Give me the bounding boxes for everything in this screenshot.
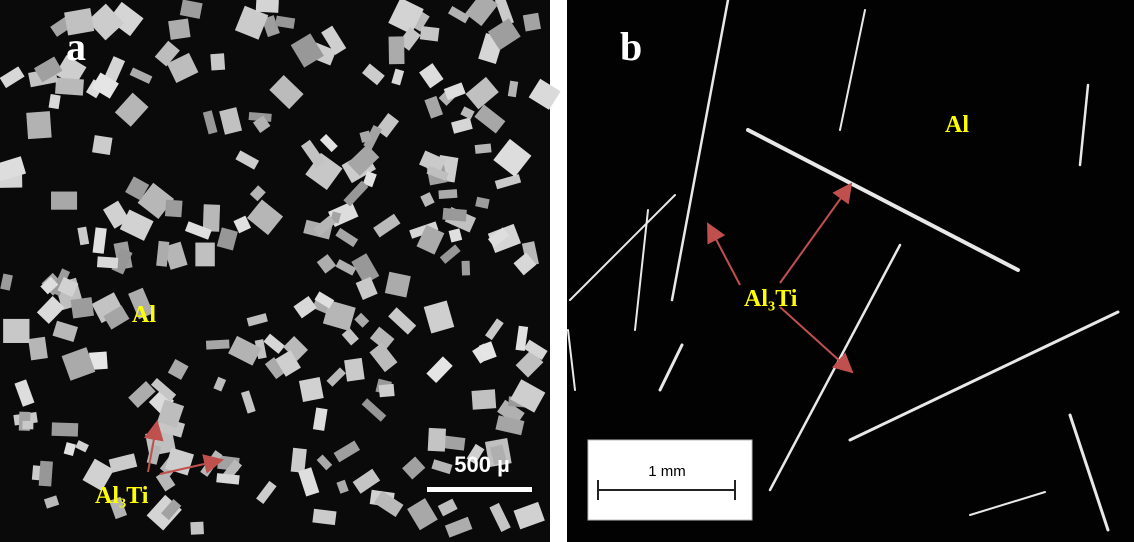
particle (462, 261, 471, 276)
scale-bar-label: 500 µ (454, 452, 510, 477)
phase-label: Al₃Ti (744, 286, 798, 312)
particle (165, 200, 183, 218)
particle (420, 26, 440, 42)
panel-label: b (620, 24, 642, 69)
particle (385, 272, 411, 298)
particle (389, 36, 405, 64)
phase-label: Al₃Ti (95, 483, 149, 509)
particle (168, 18, 190, 39)
particle (428, 428, 446, 452)
particle (475, 143, 492, 153)
particle (210, 53, 225, 70)
particle (379, 384, 395, 397)
particle (28, 337, 48, 361)
particle (71, 297, 94, 318)
matrix-label: Al (945, 112, 969, 138)
particle (49, 94, 61, 109)
particle (190, 522, 204, 535)
particle (51, 192, 77, 210)
scale-bar-label: 1 mm (648, 463, 686, 480)
panel-label: a (66, 24, 86, 69)
particle (55, 78, 84, 96)
particle (471, 389, 496, 409)
particle (344, 358, 365, 382)
particle (203, 204, 220, 231)
particle (97, 256, 118, 268)
particle (299, 377, 324, 402)
particle (26, 111, 51, 139)
particle (523, 13, 541, 32)
scale-bar (427, 487, 532, 492)
particle (438, 189, 457, 199)
particle (442, 208, 467, 222)
particle (206, 339, 230, 349)
particle (256, 0, 279, 13)
particle (52, 422, 79, 436)
particle (195, 243, 214, 267)
particle (291, 448, 307, 473)
scale-box (588, 440, 752, 520)
matrix-label: Al (132, 302, 156, 328)
particle (22, 421, 33, 430)
particle (92, 135, 112, 155)
particle (39, 461, 53, 487)
particle (312, 509, 336, 525)
figure: a Al Al₃Ti 500 µ b Al Al₃Ti 1 mm (0, 0, 1134, 542)
particle (3, 319, 29, 343)
